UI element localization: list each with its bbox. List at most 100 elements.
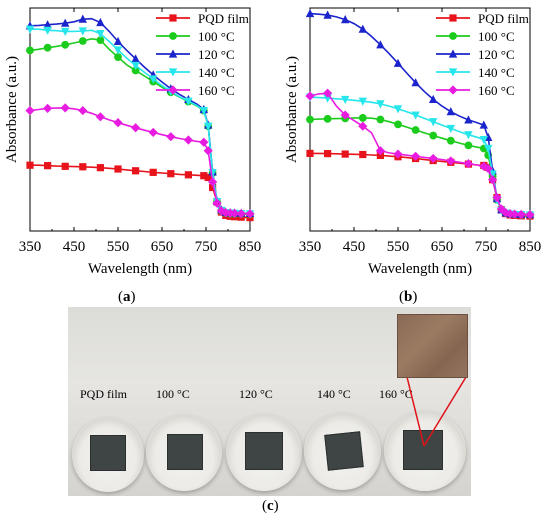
data-point (78, 27, 87, 36)
data-point (428, 153, 438, 164)
x-tick-label: 550 (107, 239, 130, 255)
data-point (393, 149, 403, 159)
legend-label: 100 °C (478, 29, 515, 44)
data-point (43, 43, 52, 52)
data-point (203, 146, 213, 156)
data-point (132, 167, 140, 175)
x-axis-label: Wavelength (nm) (88, 261, 192, 277)
data-point (393, 58, 403, 67)
data-point (96, 36, 105, 45)
legend-label: PQD film (198, 11, 249, 26)
data-point (209, 183, 217, 192)
data-point (429, 94, 438, 104)
legend-marker (449, 14, 457, 22)
data-point (25, 25, 35, 34)
data-point (488, 175, 498, 185)
sample-film-5 (403, 430, 443, 470)
film-closeup-inset (397, 314, 468, 378)
x-axis-label: Wavelength (nm) (368, 261, 472, 277)
data-point (341, 95, 350, 105)
legend-label: 140 °C (478, 65, 515, 80)
data-point (60, 103, 70, 113)
data-point (166, 132, 176, 142)
data-point (411, 111, 420, 120)
data-point (359, 150, 367, 159)
data-point (131, 61, 140, 71)
caption-b: (b) (399, 289, 418, 305)
inset-pointer-lines (406, 376, 467, 447)
data-point (358, 24, 367, 33)
data-point (464, 115, 473, 124)
data-point (429, 131, 438, 140)
data-point (113, 36, 123, 46)
x-tick-label: 850 (519, 239, 542, 255)
data-point (323, 88, 333, 98)
data-point (525, 210, 535, 220)
data-point (95, 112, 105, 122)
data-point (358, 114, 367, 122)
data-point (323, 10, 332, 19)
data-point (446, 124, 455, 134)
data-point (306, 115, 314, 124)
data-point (149, 75, 158, 84)
data-point (208, 177, 218, 187)
legend-marker (168, 85, 178, 95)
series-line-1 (30, 164, 251, 219)
data-point (184, 171, 192, 179)
data-point (199, 106, 208, 116)
data-point (204, 122, 213, 131)
data-point (305, 91, 315, 101)
data-point (323, 114, 332, 123)
data-point (131, 66, 140, 75)
sample-label-5: 160 °C (379, 387, 413, 401)
data-point (516, 209, 526, 220)
data-point (484, 144, 493, 154)
sample-film-2 (167, 434, 203, 470)
data-point (496, 204, 506, 214)
legend-marker (169, 14, 177, 22)
x-tick-label: 650 (431, 239, 454, 255)
y-axis-label: Absorbance (a.u.) (4, 56, 20, 163)
legend-label: PQD film (478, 11, 529, 26)
data-point (212, 198, 222, 208)
legend-marker (448, 85, 458, 95)
data-point (394, 120, 402, 129)
legend-marker (169, 32, 177, 40)
data-point (199, 137, 209, 147)
data-point (446, 107, 455, 116)
data-point (341, 150, 349, 158)
data-point (245, 209, 255, 219)
caption-a: (a) (118, 289, 136, 305)
data-point (200, 172, 208, 180)
legend-marker (168, 68, 178, 77)
x-tick-label: 650 (151, 239, 174, 255)
data-point (376, 40, 385, 49)
data-point (492, 192, 502, 203)
y-axis-label: Absorbance (a.u.) (284, 56, 300, 163)
data-point (306, 149, 314, 157)
data-point (376, 115, 385, 124)
data-point (26, 161, 34, 169)
data-point (61, 18, 70, 27)
legend-marker (449, 32, 457, 40)
data-point (376, 100, 385, 109)
x-tick-label: 450 (343, 239, 366, 255)
data-point (204, 173, 212, 182)
legend-marker (168, 49, 178, 58)
data-point (43, 26, 52, 35)
data-point (358, 121, 368, 131)
data-point (78, 105, 88, 116)
legend-label: 100 °C (198, 29, 235, 44)
caption-c: (c) (262, 498, 279, 514)
sample-label-2: 100 °C (156, 387, 190, 401)
data-point (25, 105, 35, 116)
data-point (464, 141, 473, 150)
x-tick-label: 350 (19, 239, 42, 255)
x-tick-label: 850 (239, 239, 262, 255)
data-point (411, 151, 421, 161)
data-point (149, 168, 157, 176)
data-point (446, 136, 455, 145)
sample-label-4: 140 °C (317, 387, 351, 401)
data-point (411, 126, 420, 134)
